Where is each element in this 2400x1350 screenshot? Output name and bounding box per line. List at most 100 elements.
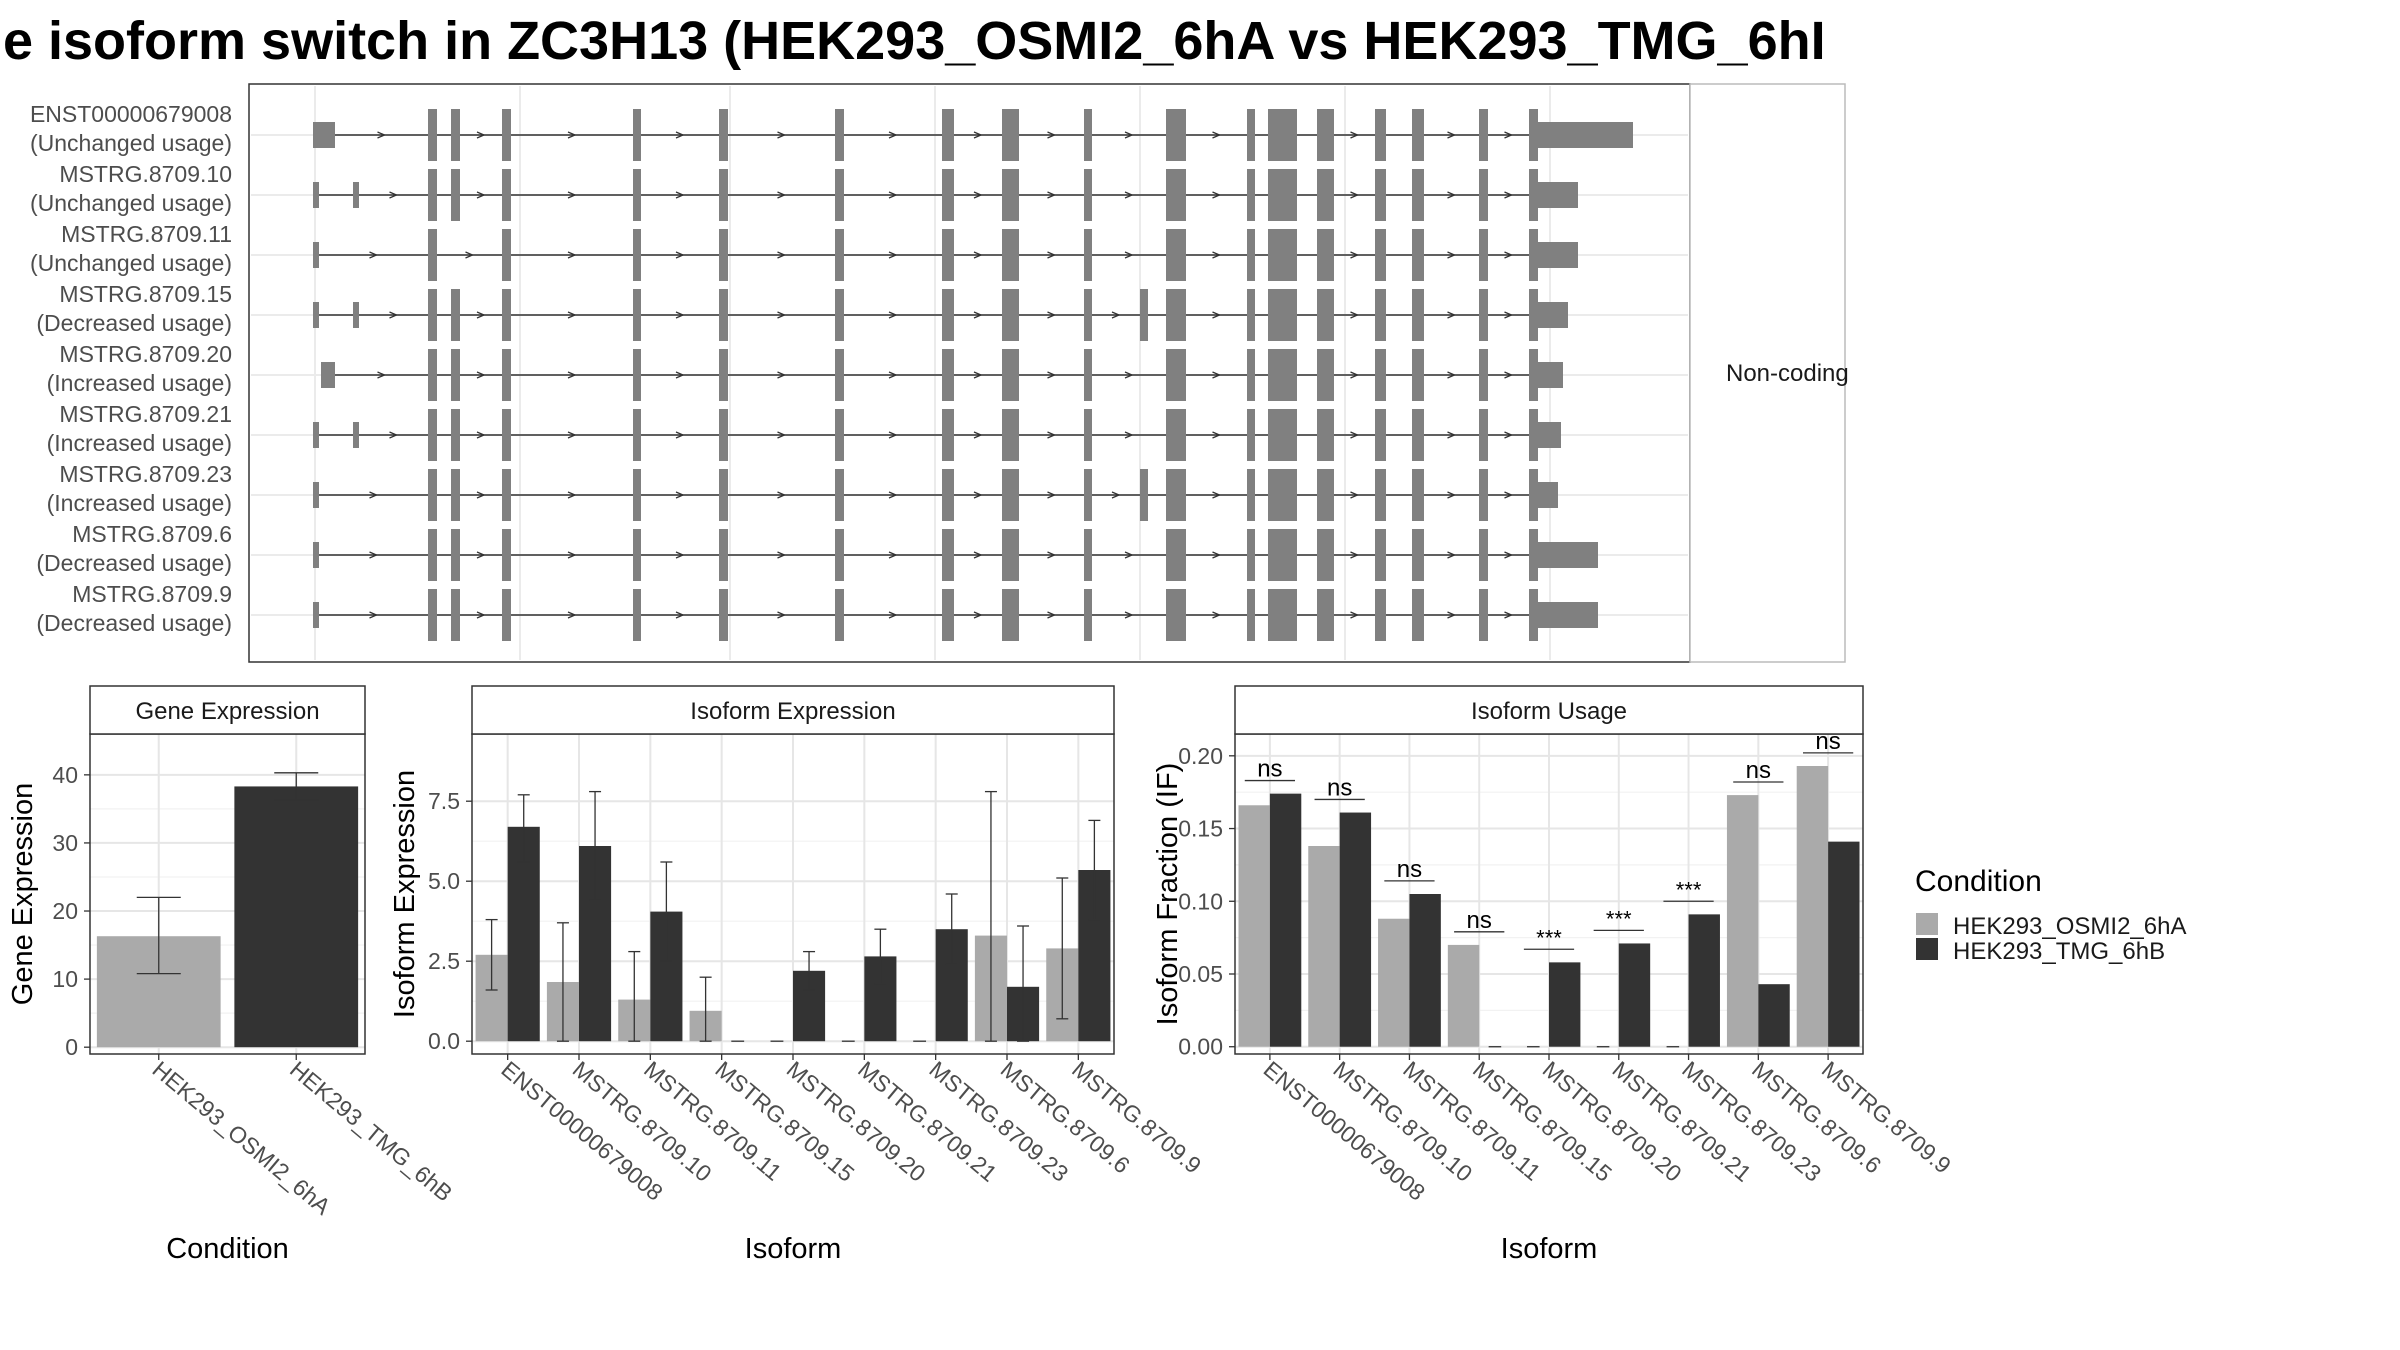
- intron-arrow: [888, 251, 898, 259]
- exon: [1268, 529, 1297, 581]
- bar: [1409, 894, 1441, 1047]
- y-tick-label: 0.00: [1178, 1034, 1223, 1060]
- exon: [1268, 109, 1297, 161]
- bar: [1238, 805, 1270, 1047]
- intron-arrow: [777, 131, 787, 139]
- intron-arrow: [973, 251, 983, 259]
- exon: [719, 109, 728, 161]
- intron-arrow: [1212, 491, 1222, 499]
- exon: [353, 302, 359, 328]
- exon: [1247, 409, 1255, 461]
- intron-arrow: [389, 191, 399, 199]
- exon: [835, 169, 844, 221]
- exon: [1529, 589, 1538, 641]
- exon: [451, 169, 460, 221]
- intron-arrow: [476, 611, 486, 619]
- exon: [1317, 589, 1334, 641]
- exon: [1479, 109, 1488, 161]
- exon: [942, 289, 954, 341]
- exon: [835, 289, 844, 341]
- exon: [835, 469, 844, 521]
- intron-arrow: [369, 491, 379, 499]
- intron-arrow: [1047, 551, 1057, 559]
- exon: [633, 469, 641, 521]
- intron-arrow: [1212, 191, 1222, 199]
- exon: [1084, 529, 1092, 581]
- exon: [1375, 289, 1386, 341]
- exon: [502, 169, 511, 221]
- intron-arrow: [973, 611, 983, 619]
- intron-arrow: [888, 491, 898, 499]
- exon: [1317, 109, 1334, 161]
- intron-arrow: [777, 551, 787, 559]
- exon: [1084, 349, 1092, 401]
- intron-arrow: [1350, 371, 1360, 379]
- exon: [942, 169, 954, 221]
- intron-arrow: [476, 131, 486, 139]
- exon: [1317, 229, 1334, 281]
- exon: [633, 589, 641, 641]
- exon: [1412, 289, 1424, 341]
- facet-strip-label: Isoform Usage: [1471, 698, 1627, 725]
- intron-arrow: [1447, 611, 1457, 619]
- intron-arrow: [1124, 431, 1134, 439]
- intron-arrow: [567, 551, 577, 559]
- exon: [942, 349, 954, 401]
- exon: [1002, 349, 1019, 401]
- exon: [1375, 229, 1386, 281]
- exon: [1268, 169, 1297, 221]
- exon: [428, 529, 437, 581]
- bar: [234, 786, 359, 1048]
- transcript-usage-label: (Unchanged usage): [30, 190, 232, 216]
- transcript-id-label: MSTRG.8709.6: [72, 521, 232, 547]
- y-tick-label: 7.5: [428, 788, 460, 814]
- exon: [1247, 109, 1255, 161]
- exon: [1268, 289, 1297, 341]
- intron-arrow: [1350, 551, 1360, 559]
- transcript-id-label: MSTRG.8709.9: [72, 581, 232, 607]
- exon: [1317, 349, 1334, 401]
- intron-arrow: [777, 311, 787, 319]
- exon: [313, 482, 319, 508]
- exon: [1375, 409, 1386, 461]
- exon: [428, 349, 437, 401]
- exon: [1247, 529, 1255, 581]
- legend-title: Condition: [1915, 865, 2042, 898]
- figure-title: ne isoform switch in ZC3H13 (HEK293_OSMI…: [0, 11, 1826, 71]
- intron-arrow: [1504, 191, 1514, 199]
- legend-label-osmi2: HEK293_OSMI2_6hA: [1953, 913, 2186, 940]
- bar: [1618, 943, 1651, 1047]
- y-axis-title: Isoform Fraction (IF): [1152, 763, 1184, 1026]
- exon: [719, 469, 728, 521]
- significance-label: ns: [1327, 774, 1352, 801]
- exon: [1166, 169, 1186, 221]
- exon: [633, 409, 641, 461]
- intron-arrow: [1504, 551, 1514, 559]
- facet-strip: [471, 685, 1115, 735]
- intron-arrow: [777, 251, 787, 259]
- bar: [1308, 846, 1340, 1047]
- intron-arrow: [1124, 551, 1134, 559]
- intron-arrow: [476, 371, 486, 379]
- exon: [942, 109, 954, 161]
- intron-arrow: [465, 251, 475, 259]
- intron-arrow: [476, 191, 486, 199]
- y-axis-title: Isoform Expression: [389, 770, 421, 1018]
- intron-arrow: [1047, 191, 1057, 199]
- terminal-exon: [1538, 422, 1561, 448]
- exon: [451, 289, 460, 341]
- exon: [1317, 409, 1334, 461]
- intron-arrow: [1212, 431, 1222, 439]
- exon: [451, 529, 460, 581]
- exon: [1375, 529, 1386, 581]
- exon: [633, 109, 641, 161]
- exon: [719, 289, 728, 341]
- exon: [942, 469, 954, 521]
- exon: [942, 229, 954, 281]
- exon: [1317, 169, 1334, 221]
- exon: [1084, 409, 1092, 461]
- intron-arrow: [567, 431, 577, 439]
- exon: [1375, 589, 1386, 641]
- exon: [1412, 109, 1424, 161]
- exon: [1166, 589, 1186, 641]
